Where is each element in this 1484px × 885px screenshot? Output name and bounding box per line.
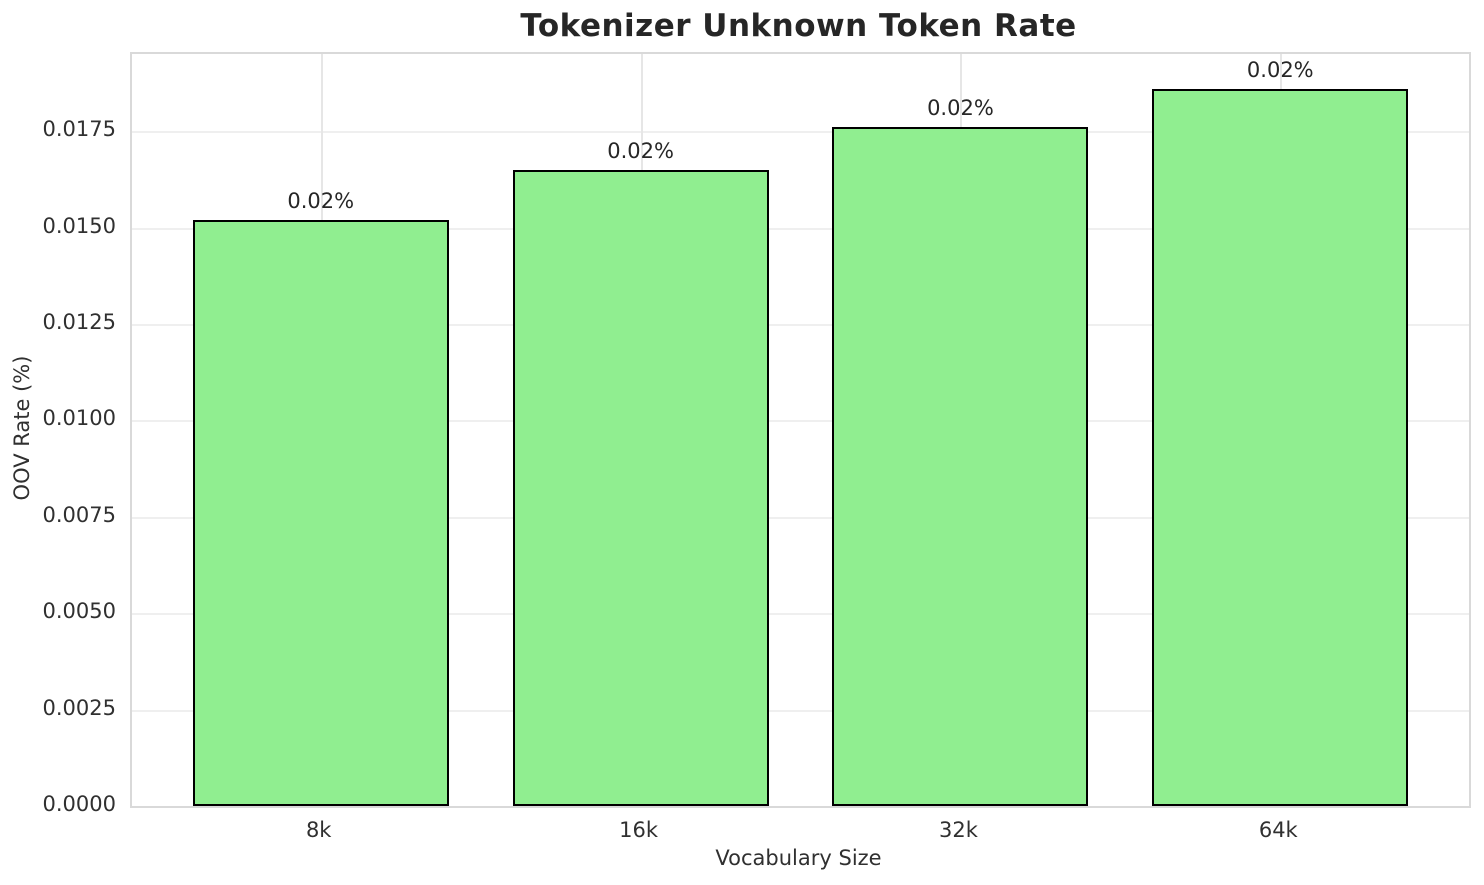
bar-16k <box>512 169 769 806</box>
bar-value-label-64k: 0.02% <box>1246 57 1314 82</box>
y-axis-label: OOV Rate (%) <box>10 355 34 501</box>
bar-8k <box>192 219 449 806</box>
plot-area: 0.02% 0.02% 0.02% 0.02% <box>130 52 1471 808</box>
chart-title: Tokenizer Unknown Token Rate <box>520 8 1077 44</box>
y-tick-0.0075: 0.0075 <box>42 502 116 527</box>
h-gridline-0.0050 <box>132 613 1469 616</box>
h-gridline-0.0025 <box>132 709 1469 712</box>
y-tick-0.0150: 0.0150 <box>42 213 116 238</box>
bar-64k <box>1152 88 1409 806</box>
y-tick-0.0125: 0.0125 <box>42 309 116 334</box>
bar-value-label-8k: 0.02% <box>287 188 355 213</box>
x-tick-8k: 8k <box>305 818 332 842</box>
bar-value-label-32k: 0.02% <box>927 96 994 121</box>
h-gridline-0.0075 <box>132 516 1469 519</box>
bar-32k <box>832 127 1089 806</box>
x-tick-32k: 32k <box>938 818 978 842</box>
bar-value-label-16k: 0.02% <box>607 138 674 163</box>
h-gridline-0.0125 <box>132 323 1469 326</box>
y-tick-0.0000: 0.0000 <box>42 792 116 816</box>
x-axis-label: Vocabulary Size <box>715 846 882 870</box>
x-tick-16k: 16k <box>619 818 659 842</box>
y-tick-0.0025: 0.0025 <box>42 695 116 720</box>
x-tick-64k: 64k <box>1258 818 1298 842</box>
y-tick-0.0175: 0.0175 <box>42 117 116 142</box>
h-gridline-0.0175 <box>132 131 1469 134</box>
h-gridline-0.0100 <box>132 420 1469 423</box>
h-gridline-0.0150 <box>132 227 1469 230</box>
y-tick-0.0100: 0.0100 <box>42 406 116 431</box>
y-tick-0.0050: 0.0050 <box>42 599 116 624</box>
